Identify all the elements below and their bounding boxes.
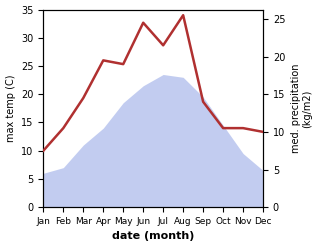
Y-axis label: med. precipitation
(kg/m2): med. precipitation (kg/m2)	[291, 64, 313, 153]
X-axis label: date (month): date (month)	[112, 231, 194, 242]
Y-axis label: max temp (C): max temp (C)	[5, 75, 16, 142]
